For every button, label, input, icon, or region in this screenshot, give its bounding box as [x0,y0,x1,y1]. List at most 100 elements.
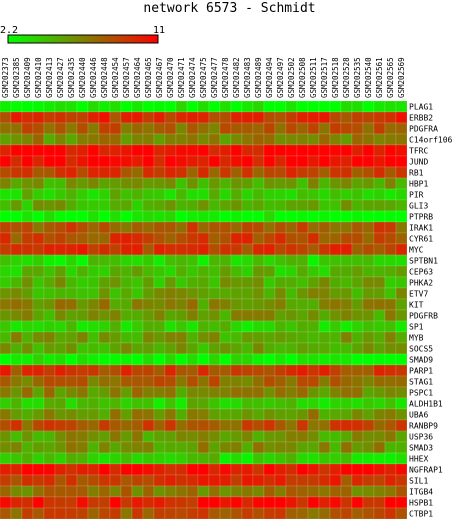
row-label: JUND [409,158,428,167]
heatmap-cell [351,122,364,135]
heatmap-cell [109,496,122,509]
heatmap-cell [373,232,386,245]
heatmap-cell [32,111,45,124]
heatmap-cell [384,221,397,234]
heatmap-cell [43,221,56,234]
heatmap-cell [120,144,133,157]
heatmap-cell [65,144,78,157]
heatmap-cell [395,441,408,454]
heatmap-cell [340,474,353,487]
heatmap-cell [263,155,276,168]
heatmap-cell [263,298,276,311]
heatmap-cell [384,441,397,454]
heatmap-cell [164,177,177,190]
heatmap-cell [76,111,89,124]
heatmap-cell [32,386,45,399]
heatmap-cell [329,221,342,234]
heatmap-cell [197,133,210,146]
column-label: GSM202482 [232,57,241,98]
heatmap-cell [142,430,155,443]
heatmap-cell [76,265,89,278]
heatmap-cell [263,100,276,113]
heatmap-cell [175,188,188,201]
heatmap-cell [175,342,188,355]
heatmap-cell [362,265,375,278]
heatmap-cell [395,210,408,223]
heatmap-cell [263,474,276,487]
heatmap-cell [252,364,265,377]
heatmap-cell [131,309,144,322]
heatmap-cell [208,232,221,245]
heatmap-cell [307,441,320,454]
heatmap-cell [153,100,166,113]
heatmap-cell [186,144,199,157]
heatmap-cell [175,210,188,223]
heatmap-cell [109,199,122,212]
heatmap-cell [373,265,386,278]
heatmap-cell [65,507,78,519]
heatmap-cell [362,353,375,366]
column-label: GSM202502 [287,57,296,98]
heatmap-cell [318,441,331,454]
heatmap-cell [362,309,375,322]
heatmap-cell [307,232,320,245]
heatmap-cell [153,122,166,135]
heatmap-cell [0,364,12,377]
heatmap-cell [98,375,111,388]
heatmap-cell [318,287,331,300]
heatmap-cell [175,254,188,267]
heatmap-cell [252,331,265,344]
heatmap-cell [164,485,177,498]
heatmap-cell [54,144,67,157]
heatmap-cell [296,133,309,146]
heatmap-cell [186,122,199,135]
heatmap-cell [131,441,144,454]
heatmap-cell [230,386,243,399]
heatmap-cell [241,364,254,377]
heatmap-cell [384,287,397,300]
heatmap-cell [153,496,166,509]
heatmap-cell [241,463,254,476]
heatmap-cell [164,375,177,388]
heatmap-cell [351,100,364,113]
heatmap-cell [318,243,331,256]
heatmap-cell [186,463,199,476]
heatmap-cell [395,287,408,300]
row-label: TFRC [409,147,428,156]
heatmap-cell [164,419,177,432]
heatmap-cell [21,342,34,355]
heatmap-cell [395,188,408,201]
heatmap-cell [142,364,155,377]
heatmap-cell [274,320,287,333]
heatmap-cell [109,474,122,487]
heatmap-cell [307,353,320,366]
heatmap-cell [307,276,320,289]
heatmap-cell [208,419,221,432]
heatmap-cell [32,364,45,377]
heatmap-cell [186,419,199,432]
heatmap-cell [21,419,34,432]
heatmap-cell [307,210,320,223]
heatmap-cell [120,364,133,377]
heatmap-cell [65,265,78,278]
heatmap-cell [54,342,67,355]
column-label: GSM202478 [221,57,230,98]
heatmap-cell [219,221,232,234]
heatmap-cell [373,408,386,421]
heatmap-cell [186,408,199,421]
heatmap-cell [318,353,331,366]
heatmap-cell [241,419,254,432]
heatmap-cell [175,397,188,410]
heatmap-cell [186,441,199,454]
heatmap-cell [219,452,232,465]
heatmap-cell [120,166,133,179]
heatmap-cell [54,166,67,179]
heatmap-cell [219,287,232,300]
heatmap-cell [153,210,166,223]
heatmap-cell [340,397,353,410]
heatmap-cell [285,353,298,366]
heatmap-cell [252,408,265,421]
heatmap-cell [142,243,155,256]
heatmap-cell [340,375,353,388]
heatmap-cell [175,463,188,476]
